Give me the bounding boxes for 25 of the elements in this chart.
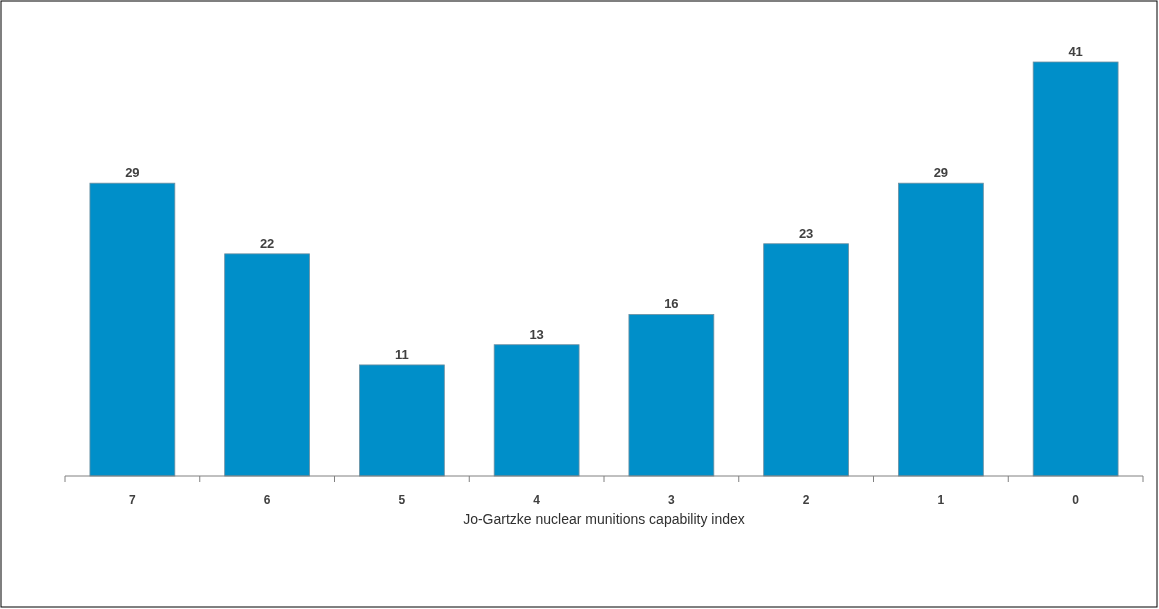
- bar: [89, 182, 176, 477]
- bar: [628, 314, 715, 477]
- data-label: 29: [933, 165, 949, 181]
- data-label: 23: [798, 225, 814, 241]
- data-label: 29: [125, 165, 140, 181]
- x-tick-label: 0: [1072, 493, 1080, 507]
- bar: [224, 253, 310, 477]
- x-tick-label: 4: [533, 493, 541, 507]
- bar: [359, 364, 445, 477]
- x-tick-label: 7: [129, 493, 137, 507]
- x-axis-title: Jo-Gartzke nuclear munitions capability index: [463, 511, 745, 527]
- x-tick-label: 1: [937, 493, 945, 507]
- x-tick-label: 5: [398, 493, 406, 507]
- data-label: 16: [664, 296, 679, 312]
- bar: [1032, 61, 1119, 477]
- data-label: 41: [1068, 44, 1083, 59]
- x-tick-label: 2: [802, 493, 810, 507]
- data-label: 11: [395, 346, 409, 362]
- data-label: 22: [259, 235, 275, 251]
- x-tick-label: 3: [668, 493, 676, 507]
- bar: [763, 243, 849, 477]
- x-tick-label: 6: [263, 493, 271, 507]
- bar: [898, 182, 984, 477]
- bar: [493, 344, 580, 477]
- data-label: 13: [529, 326, 544, 342]
